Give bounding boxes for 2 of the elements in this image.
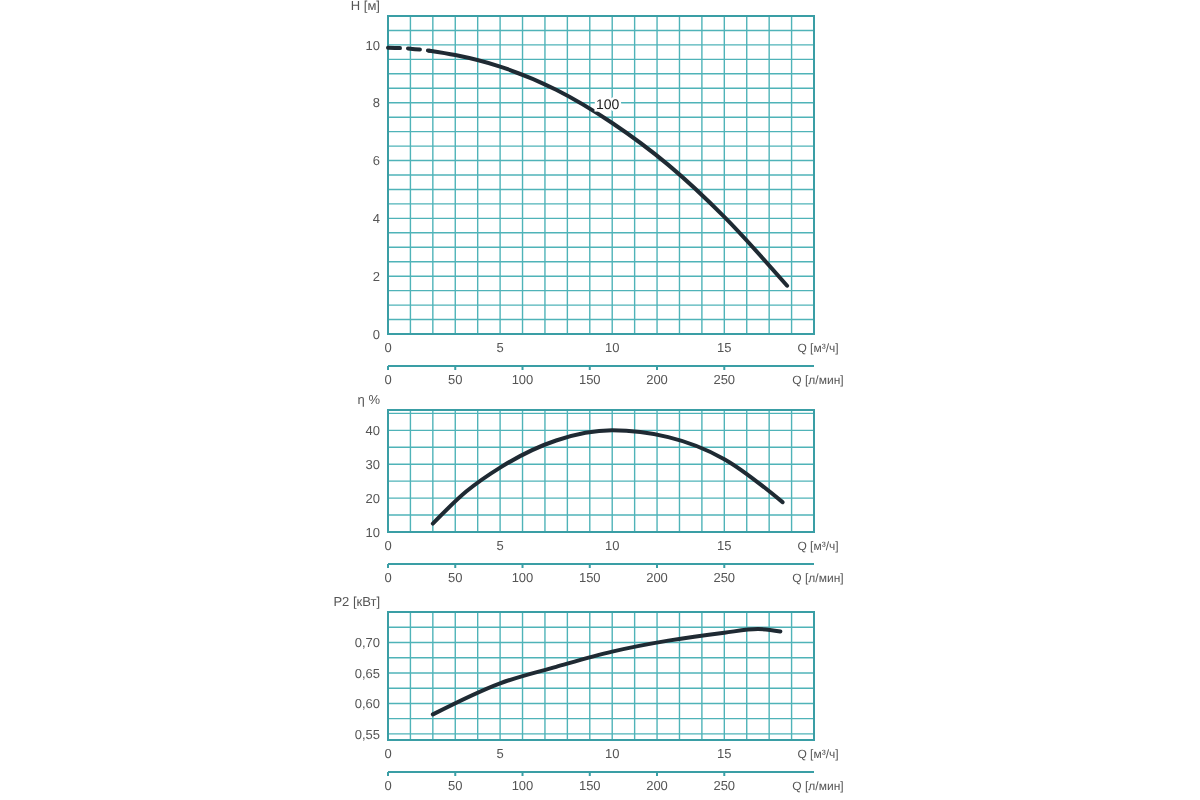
- line-series: [430, 428, 785, 526]
- line-series: [430, 627, 783, 717]
